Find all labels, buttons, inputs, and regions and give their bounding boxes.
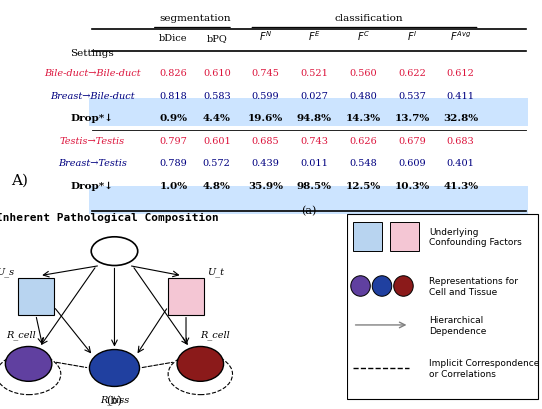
Text: bDice: bDice: [159, 34, 188, 43]
Text: 0.609: 0.609: [398, 159, 425, 168]
Text: 41.3%: 41.3%: [443, 182, 478, 191]
Text: 0.685: 0.685: [252, 137, 279, 145]
Text: Settings: Settings: [70, 49, 114, 58]
Text: Breast→Bile-duct: Breast→Bile-duct: [50, 91, 134, 100]
FancyBboxPatch shape: [353, 223, 382, 252]
Text: 19.6%: 19.6%: [248, 114, 283, 123]
Text: 0.683: 0.683: [447, 137, 475, 145]
Text: Drop*↓: Drop*↓: [70, 181, 114, 191]
Text: 98.5%: 98.5%: [297, 182, 332, 191]
Text: bPQ: bPQ: [207, 34, 227, 43]
Text: U_s: U_s: [0, 267, 14, 277]
Text: R_cell: R_cell: [7, 330, 36, 339]
Text: $F^E$: $F^E$: [308, 29, 321, 43]
Text: (b): (b): [107, 395, 122, 405]
Text: U_t: U_t: [208, 267, 224, 277]
Text: Inherent Pathological Composition: Inherent Pathological Composition: [0, 213, 218, 222]
FancyBboxPatch shape: [168, 278, 204, 315]
Text: Hierarchical
Dependence: Hierarchical Dependence: [429, 315, 486, 335]
Text: 0.601: 0.601: [203, 137, 231, 145]
Text: 35.9%: 35.9%: [248, 182, 283, 191]
Text: Bile-duct→Bile-duct: Bile-duct→Bile-duct: [44, 69, 140, 78]
Text: 0.626: 0.626: [349, 137, 377, 145]
Text: A): A): [11, 173, 28, 187]
Text: 0.011: 0.011: [300, 159, 328, 168]
Text: R_cell: R_cell: [200, 330, 229, 339]
FancyBboxPatch shape: [89, 187, 528, 214]
Text: (a): (a): [301, 205, 317, 215]
Ellipse shape: [177, 347, 224, 381]
Text: 14.3%: 14.3%: [346, 114, 380, 123]
FancyBboxPatch shape: [390, 223, 419, 252]
Text: 0.480: 0.480: [349, 91, 377, 100]
Text: 0.583: 0.583: [203, 91, 231, 100]
Ellipse shape: [5, 347, 52, 381]
Text: 1.0%: 1.0%: [159, 182, 188, 191]
Text: 12.5%: 12.5%: [345, 182, 381, 191]
Ellipse shape: [372, 276, 392, 297]
Text: Representations for
Cell and Tissue: Representations for Cell and Tissue: [429, 276, 518, 296]
Text: segmentation: segmentation: [159, 14, 231, 23]
Text: $F^{Avg}$: $F^{Avg}$: [450, 29, 471, 43]
Text: 0.622: 0.622: [398, 69, 426, 78]
Text: 13.7%: 13.7%: [394, 114, 430, 123]
Ellipse shape: [351, 276, 370, 297]
Text: 32.8%: 32.8%: [443, 114, 478, 123]
Text: 0.027: 0.027: [300, 91, 328, 100]
Text: 0.9%: 0.9%: [159, 114, 188, 123]
Text: 0.743: 0.743: [300, 137, 328, 145]
Text: $F^N$: $F^N$: [259, 29, 272, 43]
Text: 0.548: 0.548: [349, 159, 377, 168]
Text: 0.789: 0.789: [159, 159, 188, 168]
Text: Underlying
Confounding Factors: Underlying Confounding Factors: [429, 227, 521, 247]
Text: 0.411: 0.411: [447, 91, 475, 100]
Text: Drop*↓: Drop*↓: [70, 114, 114, 123]
Text: 0.537: 0.537: [398, 91, 426, 100]
Ellipse shape: [91, 237, 138, 266]
Text: $F^C$: $F^C$: [357, 29, 370, 43]
Text: 10.3%: 10.3%: [394, 182, 430, 191]
Text: 0.826: 0.826: [159, 69, 188, 78]
Text: Testis→Testis: Testis→Testis: [60, 137, 125, 145]
Text: 0.439: 0.439: [251, 159, 280, 168]
FancyBboxPatch shape: [89, 99, 528, 127]
Ellipse shape: [393, 276, 413, 297]
Text: 94.8%: 94.8%: [297, 114, 332, 123]
Text: 0.572: 0.572: [203, 159, 231, 168]
Text: 4.8%: 4.8%: [203, 182, 231, 191]
Ellipse shape: [89, 350, 139, 387]
Text: 0.797: 0.797: [159, 137, 188, 145]
FancyBboxPatch shape: [18, 278, 54, 315]
Text: 0.610: 0.610: [203, 69, 231, 78]
Text: 4.4%: 4.4%: [203, 114, 231, 123]
Text: 0.612: 0.612: [447, 69, 475, 78]
Text: Implicit Correspondence
or Correlations: Implicit Correspondence or Correlations: [429, 358, 539, 378]
Text: 0.521: 0.521: [300, 69, 328, 78]
Text: classification: classification: [334, 14, 403, 23]
Text: R_tiss: R_tiss: [100, 395, 129, 405]
Text: 0.745: 0.745: [251, 69, 280, 78]
Text: 0.401: 0.401: [447, 159, 475, 168]
Text: $F^I$: $F^I$: [407, 29, 417, 43]
Text: 0.599: 0.599: [252, 91, 279, 100]
Text: 0.818: 0.818: [159, 91, 188, 100]
Text: Breast→Testis: Breast→Testis: [57, 159, 127, 168]
Text: 0.679: 0.679: [398, 137, 426, 145]
Text: 0.560: 0.560: [350, 69, 377, 78]
